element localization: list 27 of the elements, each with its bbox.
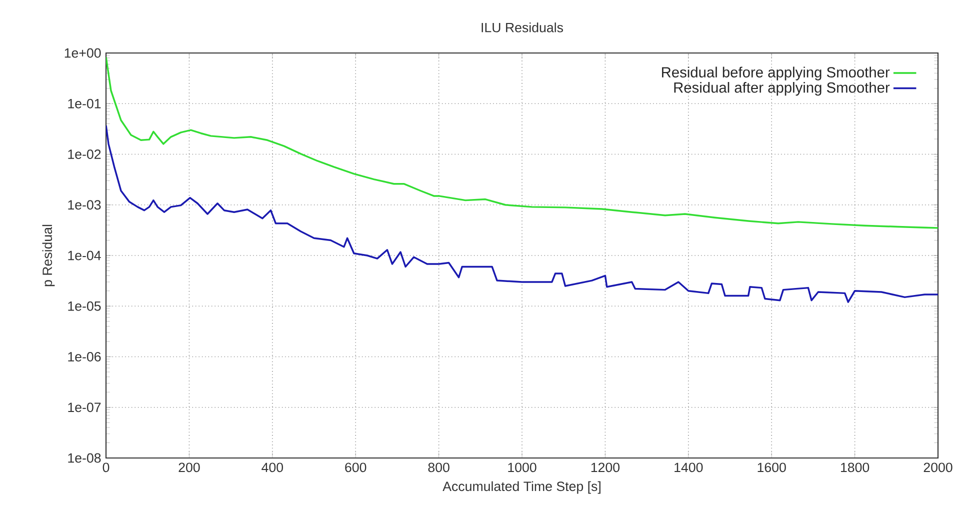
y-axis-title: p Residual — [42, 224, 55, 286]
y-tick-label: 1e-06 — [68, 352, 101, 362]
x-tick-label: 1200 — [591, 462, 620, 472]
x-tick-label: 1400 — [674, 462, 703, 472]
x-tick-label: 2000 — [924, 462, 952, 472]
y-tick-label: 1e-01 — [68, 98, 101, 108]
y-tick-label: 1e-03 — [68, 200, 101, 210]
x-tick-label: 1600 — [758, 462, 786, 472]
legend-label: Residual after applying Smoother — [674, 82, 890, 96]
chart-title: ILU Residuals — [482, 22, 563, 32]
line-series — [106, 124, 938, 303]
x-tick-label: 400 — [262, 462, 284, 472]
y-tick-label: 1e-02 — [68, 150, 101, 159]
x-axis-title: Accumulated Time Step [s] — [442, 481, 600, 494]
x-tick-label: 0 — [102, 462, 110, 472]
line-series — [106, 56, 938, 229]
x-tick-label: 600 — [345, 462, 366, 472]
y-tick-label: 1e+00 — [64, 48, 101, 58]
x-tick-label: 1000 — [508, 462, 536, 472]
y-tick-label: 1e-08 — [68, 453, 101, 463]
legend-label: Residual before applying Smoother — [662, 66, 890, 80]
y-tick-label: 1e-05 — [68, 301, 101, 311]
x-tick-label: 800 — [428, 462, 450, 472]
y-tick-label: 1e-07 — [68, 402, 101, 412]
x-tick-label: 1800 — [840, 462, 870, 472]
x-tick-label: 200 — [178, 462, 200, 472]
y-tick-label: 1e-04 — [68, 250, 101, 260]
